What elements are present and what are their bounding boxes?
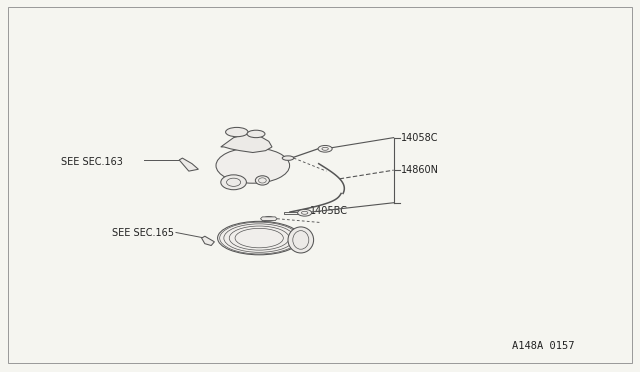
Text: 1405BC: 1405BC xyxy=(310,206,348,217)
Ellipse shape xyxy=(218,221,301,255)
Polygon shape xyxy=(179,158,198,171)
Polygon shape xyxy=(260,217,277,221)
Ellipse shape xyxy=(247,130,265,138)
Ellipse shape xyxy=(226,128,248,137)
Polygon shape xyxy=(202,236,214,246)
Ellipse shape xyxy=(255,176,269,185)
Ellipse shape xyxy=(318,145,332,152)
Polygon shape xyxy=(221,134,272,153)
Text: SEE SEC.163: SEE SEC.163 xyxy=(61,157,123,167)
Ellipse shape xyxy=(282,156,294,160)
Ellipse shape xyxy=(288,227,314,253)
Ellipse shape xyxy=(221,175,246,190)
Text: 14058C: 14058C xyxy=(401,133,439,142)
Ellipse shape xyxy=(298,209,312,216)
Ellipse shape xyxy=(216,148,289,183)
Ellipse shape xyxy=(264,217,274,221)
Text: SEE SEC.165: SEE SEC.165 xyxy=(112,228,174,237)
Text: 14860N: 14860N xyxy=(401,165,439,175)
Text: A148A 0157: A148A 0157 xyxy=(512,341,575,351)
